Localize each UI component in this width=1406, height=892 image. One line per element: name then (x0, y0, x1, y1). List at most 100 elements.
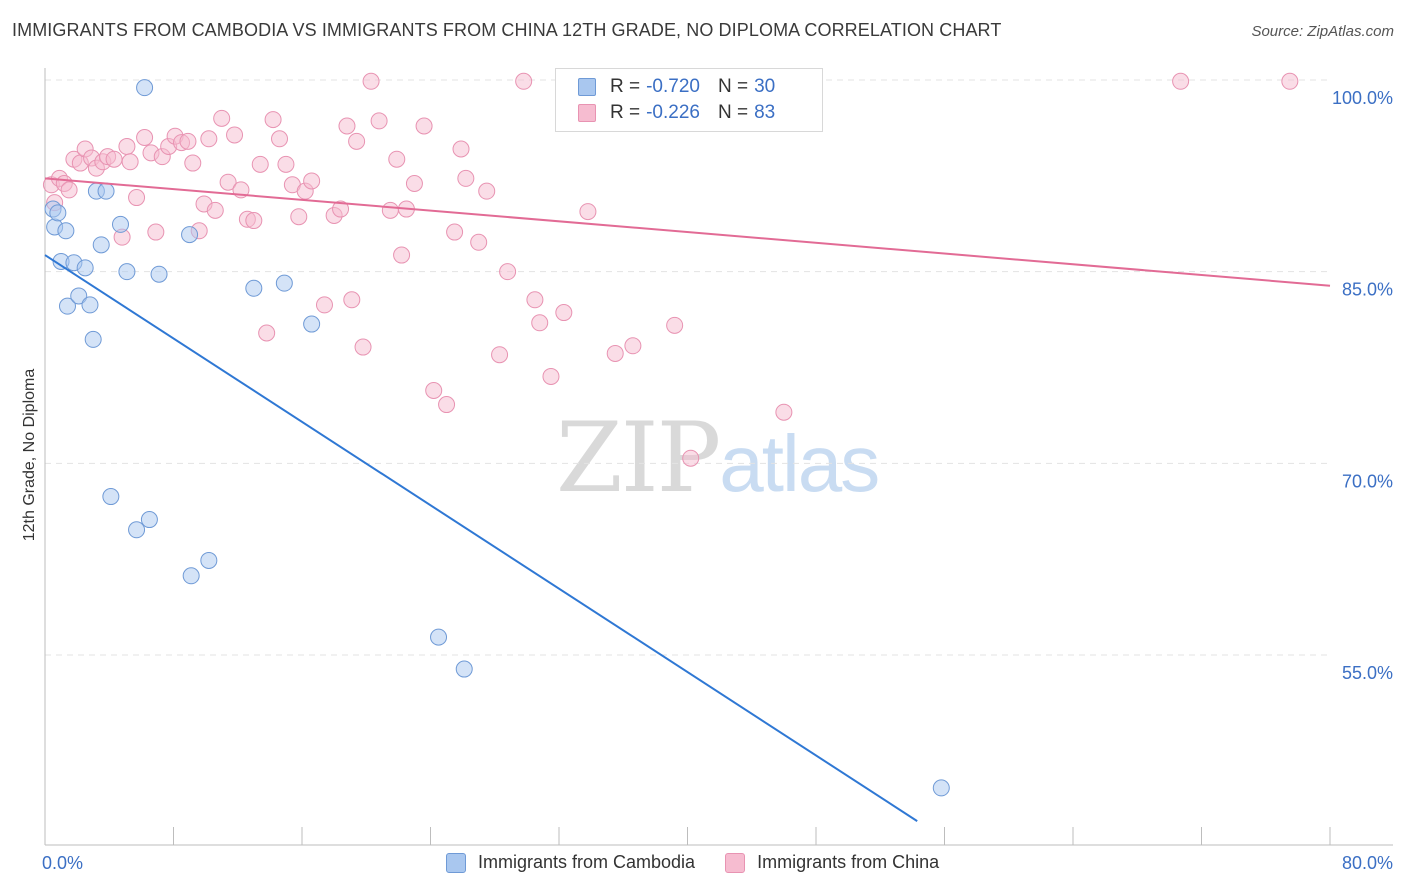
data-point (348, 132, 366, 150)
data-point (264, 111, 282, 129)
cambodia-swatch (578, 78, 596, 96)
cambodia-points (44, 79, 950, 797)
n-value: 30 (754, 76, 776, 97)
data-point (542, 367, 560, 385)
data-point (455, 660, 473, 678)
data-point (226, 126, 244, 144)
data-point (118, 137, 136, 155)
x-tick-label-right: 80.0% (1342, 853, 1393, 873)
series-legend: Immigrants from Cambodia Immigrants from… (446, 852, 969, 873)
data-point (121, 153, 139, 171)
data-point (388, 150, 406, 168)
data-point (245, 212, 263, 230)
data-point (84, 330, 102, 348)
data-point (245, 279, 263, 297)
r-value: -0.226 (646, 102, 700, 123)
data-point (491, 346, 509, 364)
data-point (102, 488, 120, 506)
y-tick-label: 100.0% (1332, 88, 1393, 108)
data-point (446, 223, 464, 241)
data-point (58, 297, 76, 315)
data-point (200, 130, 218, 148)
data-point (531, 314, 549, 332)
data-point (70, 287, 88, 305)
data-point (666, 316, 684, 334)
data-point (606, 344, 624, 362)
china-points (42, 72, 1299, 467)
data-point (457, 169, 475, 187)
data-point (275, 274, 293, 292)
data-point (182, 567, 200, 585)
data-point (258, 324, 276, 342)
data-point (303, 172, 321, 190)
data-point (775, 403, 793, 421)
data-point (303, 315, 321, 333)
data-point (354, 338, 372, 356)
data-point (118, 263, 136, 281)
data-point (128, 189, 146, 207)
x-tick-label-left: 0.0% (42, 853, 83, 873)
grid-lines (45, 79, 1330, 656)
y-tick-label: 55.0% (1342, 663, 1393, 683)
n-label: N = (717, 102, 749, 123)
data-point (381, 201, 399, 219)
data-point (362, 72, 380, 90)
data-point (49, 204, 67, 222)
data-point (105, 150, 123, 168)
r-value: -0.720 (646, 76, 700, 97)
china-swatch (578, 104, 596, 122)
data-point (393, 246, 411, 264)
data-point (140, 511, 158, 529)
cambodia-swatch (446, 852, 466, 873)
legend-item-cambodia: Immigrants from Cambodia (446, 852, 695, 873)
data-point (343, 291, 361, 309)
data-point (338, 117, 356, 135)
data-point (624, 337, 642, 355)
data-point (555, 304, 573, 322)
china-trend-line (44, 177, 1331, 287)
data-point (415, 117, 433, 135)
n-label: N = (717, 76, 749, 97)
data-point (97, 182, 115, 200)
chart-title: IMMIGRANTS FROM CAMBODIA VS IMMIGRANTS F… (12, 20, 1002, 40)
data-point (515, 72, 533, 90)
tick-labels: 55.0% 70.0% 85.0% 100.0% 0.0% 80.0% (42, 88, 1393, 873)
legend-label: Immigrants from China (757, 852, 940, 872)
data-point (526, 291, 544, 309)
legend-row-china: R = -0.226 N = 83 (578, 100, 775, 126)
data-point (405, 175, 423, 192)
data-point (932, 779, 950, 797)
data-point (60, 181, 78, 199)
legend-label: Immigrants from Cambodia (478, 852, 696, 872)
data-point (370, 112, 388, 130)
data-point (478, 182, 496, 200)
data-point (425, 382, 443, 399)
y-tick-label: 85.0% (1342, 280, 1393, 300)
legend-item-china: Immigrants from China (725, 852, 939, 873)
n-value: 83 (754, 102, 776, 123)
china-swatch (725, 852, 746, 873)
data-point (277, 155, 295, 173)
cambodia-trend-line (44, 254, 918, 822)
data-point (430, 628, 448, 646)
r-label: R = (610, 102, 641, 123)
data-point (499, 263, 517, 281)
data-point (57, 222, 75, 240)
data-point (206, 201, 224, 219)
data-point (76, 259, 94, 277)
trend-lines (44, 177, 1331, 822)
data-point (179, 132, 197, 150)
stats-legend: R = -0.720 N = 30 R = -0.226 N = 83 (555, 68, 823, 132)
data-point (184, 154, 202, 172)
data-point (251, 155, 269, 173)
y-tick-label: 70.0% (1342, 471, 1393, 491)
data-point (452, 140, 470, 158)
data-point (470, 233, 488, 251)
data-point (150, 265, 168, 283)
legend-row-cambodia: R = -0.720 N = 30 (578, 74, 775, 100)
data-point (136, 79, 154, 97)
data-point (315, 296, 333, 314)
source-credit: Source: ZipAtlas.com (1251, 23, 1394, 40)
data-point (332, 200, 350, 218)
